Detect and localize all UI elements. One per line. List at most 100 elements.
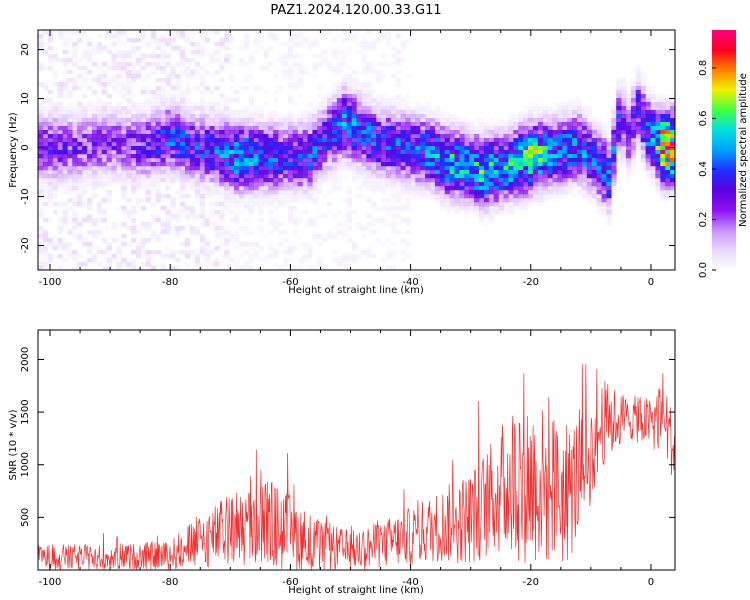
spectrogram-cell [258,146,264,151]
spectrogram-cell [72,46,78,51]
spectrogram-cell [434,130,441,135]
spectrogram-cell [72,158,78,163]
spectrogram-cell [557,166,563,171]
spectrogram-cell [366,130,372,135]
spectrogram-cell [82,214,88,219]
spectrogram-cell [640,118,646,123]
spectrogram-cell [317,122,323,127]
spectrogram-cell [263,190,269,195]
spectrogram-cell [606,214,612,219]
spectrogram-cell [155,54,161,59]
spectrogram-cell [390,150,397,155]
spectrogram-cell [449,146,455,151]
spectrogram-cell [371,110,377,115]
spectrogram-cell [214,50,220,55]
spectrogram-cell [635,74,642,79]
spectrogram-cell [503,142,509,147]
spectrogram-cell [160,166,166,171]
spectrogram-cell [385,134,392,139]
spectrogram-cell [341,30,348,35]
spectrogram-cell [140,110,147,115]
spectrogram-cell [273,34,279,39]
spectrogram-cell [376,150,382,155]
spectrogram-cell [170,254,176,259]
spectrogram-cell [42,118,49,123]
spectrogram-cell [459,122,465,127]
spectrogram-cell [552,146,558,151]
spectrogram-cell [140,34,147,39]
spectrogram-cell [238,198,245,203]
spectrogram-cell [204,246,210,251]
spectrogram-cell [140,238,147,243]
spectrogram-cell [214,262,220,267]
spectrogram-cell [268,150,274,155]
spectrogram-cell [297,266,303,271]
spectrogram-cell [400,42,406,47]
spectrogram-cell [229,218,235,223]
spectrogram-cell [665,142,671,147]
spectrogram-cell [248,174,254,179]
spectrogram-cell [493,174,499,179]
spectrogram-cell [528,110,534,115]
spectrogram-cell [307,166,313,171]
spectrogram-cell [160,106,166,111]
spectrogram-cell [121,50,127,55]
spectrogram-cell [214,258,220,263]
spectrogram-cell [322,158,328,163]
spectrogram-cell [185,174,191,179]
spectrogram-cell [96,142,103,147]
spectrogram-cell [376,106,382,111]
spectrogram-cell [263,162,269,167]
spectrogram-cell [361,46,367,51]
spectrogram-cell [366,46,372,51]
spectrogram-cell [420,142,426,147]
spectrogram-cell [116,126,122,131]
spectrogram-cell [434,170,441,175]
spectrogram-cell [444,162,450,167]
spectrogram-cell [596,206,602,211]
spectrogram-cell [175,126,181,131]
spectrogram-cell [268,166,274,171]
spectrogram-cell [292,190,299,195]
spectrogram-cell [596,178,602,183]
spectrogram-cell [155,186,161,191]
spectrogram-cell [77,118,83,123]
spectrogram-cell [283,130,289,135]
spectrogram-cell [292,34,299,39]
spectrogram-cell [410,122,416,127]
spectrogram-cell [229,78,235,83]
spectrogram-cell [287,174,294,179]
spectrogram-cell [150,110,156,115]
spectrogram-cell [180,194,186,199]
spectrogram-cell [126,262,132,267]
spectrogram-cell [150,98,156,103]
spectrogram-cell [552,182,558,187]
spectrogram-cell [621,130,627,135]
spectrogram-cell [175,46,181,51]
spectrogram-cell [322,146,328,151]
spectrogram-cell [258,178,264,183]
spectrogram-cell [381,258,387,263]
spectrogram-cell [77,198,83,203]
spectrogram-cell [199,250,205,255]
spectrogram-cell [82,154,88,159]
spectrogram-cell [567,178,573,183]
spectrogram-cell [131,102,137,107]
spectrogram-cell [567,174,573,179]
spectrogram-cell [371,138,377,143]
spectrogram-cell [199,194,205,199]
spectrogram-cell [52,74,58,79]
spectrogram-cell [356,110,362,115]
spectrogram-cell [302,154,308,159]
spectrogram-cell [410,134,416,139]
spectrogram-cell [469,130,475,135]
spectrogram-cell [660,138,666,143]
spectrogram-cell [121,70,127,75]
spectrogram-cell [77,134,83,139]
spectrogram-cell [385,122,392,127]
spectrogram-cell [91,222,98,227]
spectrogram-cell [503,130,509,135]
spectrogram-cell [219,122,225,127]
spectrogram-cell [601,202,607,207]
spectrogram-cell [150,250,156,255]
